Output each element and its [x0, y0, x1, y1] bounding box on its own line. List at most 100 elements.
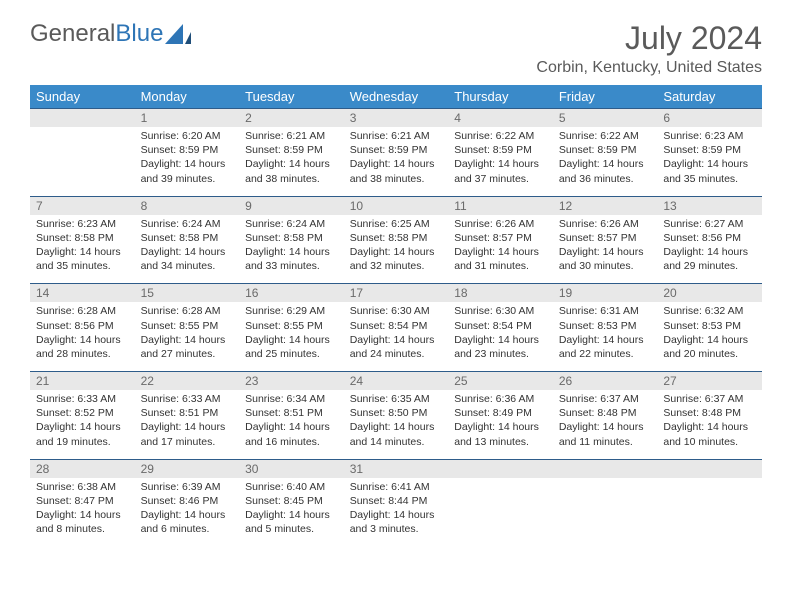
weekday-header: Saturday [657, 85, 762, 109]
sunrise-text: Sunrise: 6:37 AM [559, 392, 652, 406]
day-number: 20 [657, 284, 762, 303]
day-cell: Sunrise: 6:35 AMSunset: 8:50 PMDaylight:… [344, 390, 449, 459]
day-number: 16 [239, 284, 344, 303]
sunrise-text: Sunrise: 6:30 AM [454, 304, 547, 318]
sunset-text: Sunset: 8:58 PM [36, 231, 129, 245]
sunrise-text: Sunrise: 6:33 AM [141, 392, 234, 406]
day-cell: Sunrise: 6:33 AMSunset: 8:51 PMDaylight:… [135, 390, 240, 459]
weekday-header: Tuesday [239, 85, 344, 109]
daylight-text: Daylight: 14 hours and 33 minutes. [245, 245, 338, 273]
day-cell: Sunrise: 6:23 AMSunset: 8:59 PMDaylight:… [657, 127, 762, 196]
day-cell: Sunrise: 6:36 AMSunset: 8:49 PMDaylight:… [448, 390, 553, 459]
day-data-row: Sunrise: 6:38 AMSunset: 8:47 PMDaylight:… [30, 478, 762, 547]
day-number: 18 [448, 284, 553, 303]
day-cell: Sunrise: 6:24 AMSunset: 8:58 PMDaylight:… [239, 215, 344, 284]
day-number: 25 [448, 372, 553, 391]
sunrise-text: Sunrise: 6:28 AM [36, 304, 129, 318]
day-cell: Sunrise: 6:37 AMSunset: 8:48 PMDaylight:… [553, 390, 658, 459]
sunset-text: Sunset: 8:53 PM [663, 319, 756, 333]
sunrise-text: Sunrise: 6:32 AM [663, 304, 756, 318]
daylight-text: Daylight: 14 hours and 5 minutes. [245, 508, 338, 536]
day-cell [30, 127, 135, 196]
day-cell: Sunrise: 6:22 AMSunset: 8:59 PMDaylight:… [553, 127, 658, 196]
sunrise-text: Sunrise: 6:20 AM [141, 129, 234, 143]
sunrise-text: Sunrise: 6:37 AM [663, 392, 756, 406]
day-number: 2 [239, 109, 344, 128]
sunrise-text: Sunrise: 6:22 AM [454, 129, 547, 143]
day-cell: Sunrise: 6:23 AMSunset: 8:58 PMDaylight:… [30, 215, 135, 284]
daylight-text: Daylight: 14 hours and 23 minutes. [454, 333, 547, 361]
day-cell: Sunrise: 6:41 AMSunset: 8:44 PMDaylight:… [344, 478, 449, 547]
sunset-text: Sunset: 8:59 PM [350, 143, 443, 157]
day-cell: Sunrise: 6:33 AMSunset: 8:52 PMDaylight:… [30, 390, 135, 459]
sunset-text: Sunset: 8:50 PM [350, 406, 443, 420]
day-number: 27 [657, 372, 762, 391]
sunset-text: Sunset: 8:57 PM [559, 231, 652, 245]
day-number [448, 459, 553, 478]
sunrise-text: Sunrise: 6:27 AM [663, 217, 756, 231]
sunset-text: Sunset: 8:58 PM [141, 231, 234, 245]
day-number: 10 [344, 196, 449, 215]
day-number: 6 [657, 109, 762, 128]
day-number: 11 [448, 196, 553, 215]
day-cell: Sunrise: 6:31 AMSunset: 8:53 PMDaylight:… [553, 302, 658, 371]
weekday-header: Sunday [30, 85, 135, 109]
day-number: 9 [239, 196, 344, 215]
daylight-text: Daylight: 14 hours and 19 minutes. [36, 420, 129, 448]
day-cell: Sunrise: 6:38 AMSunset: 8:47 PMDaylight:… [30, 478, 135, 547]
day-cell: Sunrise: 6:32 AMSunset: 8:53 PMDaylight:… [657, 302, 762, 371]
sunset-text: Sunset: 8:48 PM [559, 406, 652, 420]
day-cell: Sunrise: 6:39 AMSunset: 8:46 PMDaylight:… [135, 478, 240, 547]
daylight-text: Daylight: 14 hours and 31 minutes. [454, 245, 547, 273]
daylight-text: Daylight: 14 hours and 8 minutes. [36, 508, 129, 536]
day-number: 21 [30, 372, 135, 391]
day-number [657, 459, 762, 478]
day-number-row: 123456 [30, 109, 762, 128]
day-number: 24 [344, 372, 449, 391]
sunset-text: Sunset: 8:54 PM [350, 319, 443, 333]
logo-text-general: General [30, 20, 115, 48]
sunset-text: Sunset: 8:46 PM [141, 494, 234, 508]
daylight-text: Daylight: 14 hours and 16 minutes. [245, 420, 338, 448]
day-cell: Sunrise: 6:28 AMSunset: 8:55 PMDaylight:… [135, 302, 240, 371]
day-number: 30 [239, 459, 344, 478]
daylight-text: Daylight: 14 hours and 28 minutes. [36, 333, 129, 361]
sunset-text: Sunset: 8:51 PM [245, 406, 338, 420]
day-data-row: Sunrise: 6:28 AMSunset: 8:56 PMDaylight:… [30, 302, 762, 371]
sunset-text: Sunset: 8:53 PM [559, 319, 652, 333]
daylight-text: Daylight: 14 hours and 32 minutes. [350, 245, 443, 273]
sunrise-text: Sunrise: 6:23 AM [663, 129, 756, 143]
weekday-header: Friday [553, 85, 658, 109]
day-cell: Sunrise: 6:24 AMSunset: 8:58 PMDaylight:… [135, 215, 240, 284]
sunrise-text: Sunrise: 6:41 AM [350, 480, 443, 494]
daylight-text: Daylight: 14 hours and 22 minutes. [559, 333, 652, 361]
day-number: 23 [239, 372, 344, 391]
day-cell: Sunrise: 6:37 AMSunset: 8:48 PMDaylight:… [657, 390, 762, 459]
day-number: 22 [135, 372, 240, 391]
daylight-text: Daylight: 14 hours and 13 minutes. [454, 420, 547, 448]
sunset-text: Sunset: 8:48 PM [663, 406, 756, 420]
sunrise-text: Sunrise: 6:23 AM [36, 217, 129, 231]
sunrise-text: Sunrise: 6:22 AM [559, 129, 652, 143]
daylight-text: Daylight: 14 hours and 36 minutes. [559, 157, 652, 185]
day-number [30, 109, 135, 128]
sunset-text: Sunset: 8:49 PM [454, 406, 547, 420]
daylight-text: Daylight: 14 hours and 6 minutes. [141, 508, 234, 536]
day-number: 1 [135, 109, 240, 128]
day-number: 19 [553, 284, 658, 303]
daylight-text: Daylight: 14 hours and 17 minutes. [141, 420, 234, 448]
weekday-header: Thursday [448, 85, 553, 109]
daylight-text: Daylight: 14 hours and 34 minutes. [141, 245, 234, 273]
sunrise-text: Sunrise: 6:40 AM [245, 480, 338, 494]
sunset-text: Sunset: 8:55 PM [141, 319, 234, 333]
sunrise-text: Sunrise: 6:36 AM [454, 392, 547, 406]
sunset-text: Sunset: 8:58 PM [245, 231, 338, 245]
day-cell: Sunrise: 6:30 AMSunset: 8:54 PMDaylight:… [344, 302, 449, 371]
weekday-header-row: Sunday Monday Tuesday Wednesday Thursday… [30, 85, 762, 109]
day-number: 3 [344, 109, 449, 128]
daylight-text: Daylight: 14 hours and 24 minutes. [350, 333, 443, 361]
calendar-table: Sunday Monday Tuesday Wednesday Thursday… [30, 85, 762, 546]
sunrise-text: Sunrise: 6:33 AM [36, 392, 129, 406]
logo-text-blue: Blue [115, 20, 163, 48]
sunrise-text: Sunrise: 6:39 AM [141, 480, 234, 494]
